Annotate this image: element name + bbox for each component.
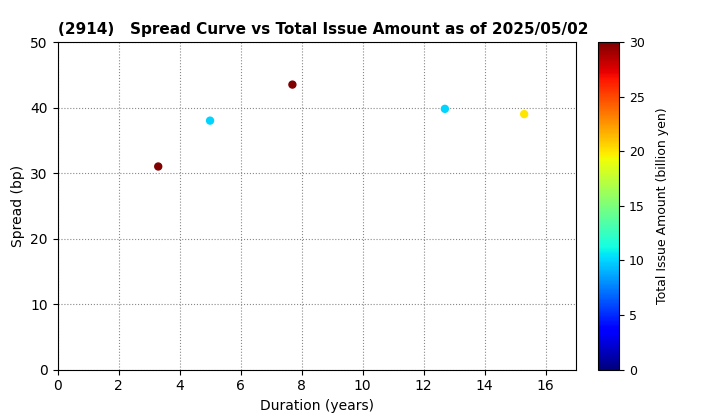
Point	[287, 81, 298, 88]
Y-axis label: Total Issue Amount (billion yen): Total Issue Amount (billion yen)	[656, 108, 669, 304]
Y-axis label: Spread (bp): Spread (bp)	[11, 165, 24, 247]
Point	[204, 117, 216, 124]
Point	[518, 111, 530, 118]
Text: (2914)   Spread Curve vs Total Issue Amount as of 2025/05/02: (2914) Spread Curve vs Total Issue Amoun…	[58, 22, 588, 37]
Point	[153, 163, 164, 170]
Point	[439, 105, 451, 112]
X-axis label: Duration (years): Duration (years)	[260, 399, 374, 413]
